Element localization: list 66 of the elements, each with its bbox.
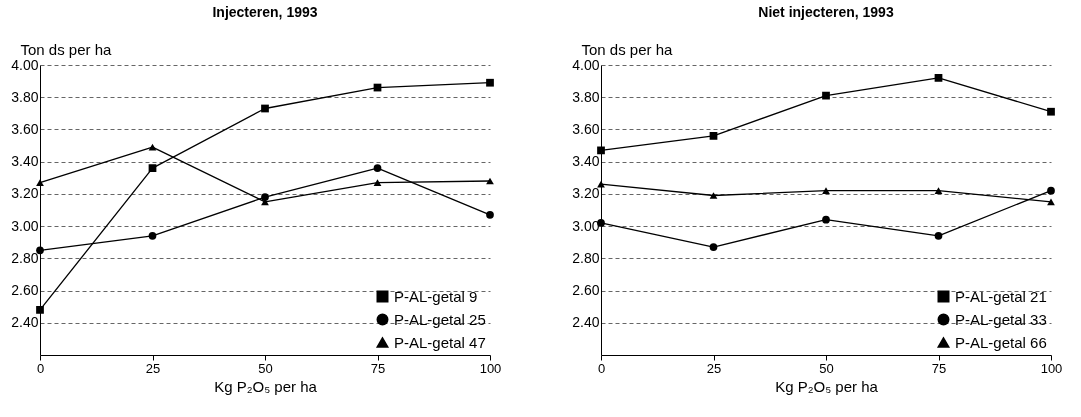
point [822,91,830,100]
point [1047,186,1055,195]
x-tick-label: 75 [931,360,947,376]
x-tick-label: 50 [819,360,834,376]
point [261,104,269,113]
point [36,179,44,186]
x-tick-label: 25 [706,360,722,376]
point [822,187,830,195]
y-tick-label: 4.00 [572,56,600,73]
y-tick-label: 3.60 [11,120,39,137]
y-tick-label: 3.60 [572,120,600,137]
point [148,231,157,240]
legend-label: P-AL-getal 47 [394,333,486,351]
point [709,132,718,140]
legend-label: P-AL-getal 66 [955,333,1047,351]
point [597,146,605,155]
point [934,187,943,195]
point [261,193,269,201]
y-tick-label: 2.40 [572,314,600,331]
legend-label: P-AL-getal 25 [394,310,486,328]
point [373,164,382,172]
x-tick-label: 50 [258,360,273,376]
legend-label: P-AL-getal 21 [955,287,1047,305]
point [148,164,157,172]
y-tick-label: 2.80 [572,249,600,266]
x-tick-label: 0 [36,360,45,376]
y-tick-label: 2.60 [572,282,600,299]
point [934,74,943,82]
x-tick-label: 100 [1040,360,1063,376]
x-tick-label: 25 [145,360,161,376]
y-tick-label: 2.60 [11,282,39,299]
point [597,180,605,188]
point [709,192,718,199]
point [934,231,943,240]
y-tick-label: 3.20 [572,185,600,202]
point [148,143,157,151]
y-tick-label: 2.40 [11,314,39,331]
x-axis-title: Kg P₂O₅ per ha [214,377,318,395]
y-axis-title: Ton ds per ha [581,40,674,58]
x-tick-label: 100 [479,360,502,376]
chart-title: Niet injecteren, 1993 [758,4,894,20]
x-tick-label: 0 [597,360,606,376]
chart-title: Injecteren, 1993 [212,4,318,20]
y-tick-label: 2.80 [11,249,39,266]
point [486,210,494,219]
y-tick-label: 3.00 [11,217,39,234]
legend-label: P-AL-getal 9 [394,287,478,305]
x-tick-label: 75 [370,360,386,376]
point [36,306,44,314]
point [709,243,718,251]
y-axis-title: Ton ds per ha [20,40,113,58]
x-axis-title: Kg P₂O₅ per ha [775,377,879,395]
point [1047,198,1055,206]
y-tick-label: 3.40 [572,153,600,170]
point [1047,107,1055,116]
point [36,246,44,255]
point [373,179,382,186]
y-tick-label: 3.40 [11,153,39,170]
point [486,78,494,87]
y-tick-label: 3.00 [572,217,600,234]
y-tick-label: 3.20 [11,185,39,202]
legend-label: P-AL-getal 33 [955,310,1047,328]
y-tick-label: 3.80 [11,88,39,105]
y-tick-label: 3.80 [572,88,600,105]
point [822,215,830,224]
y-tick-label: 4.00 [11,56,39,73]
